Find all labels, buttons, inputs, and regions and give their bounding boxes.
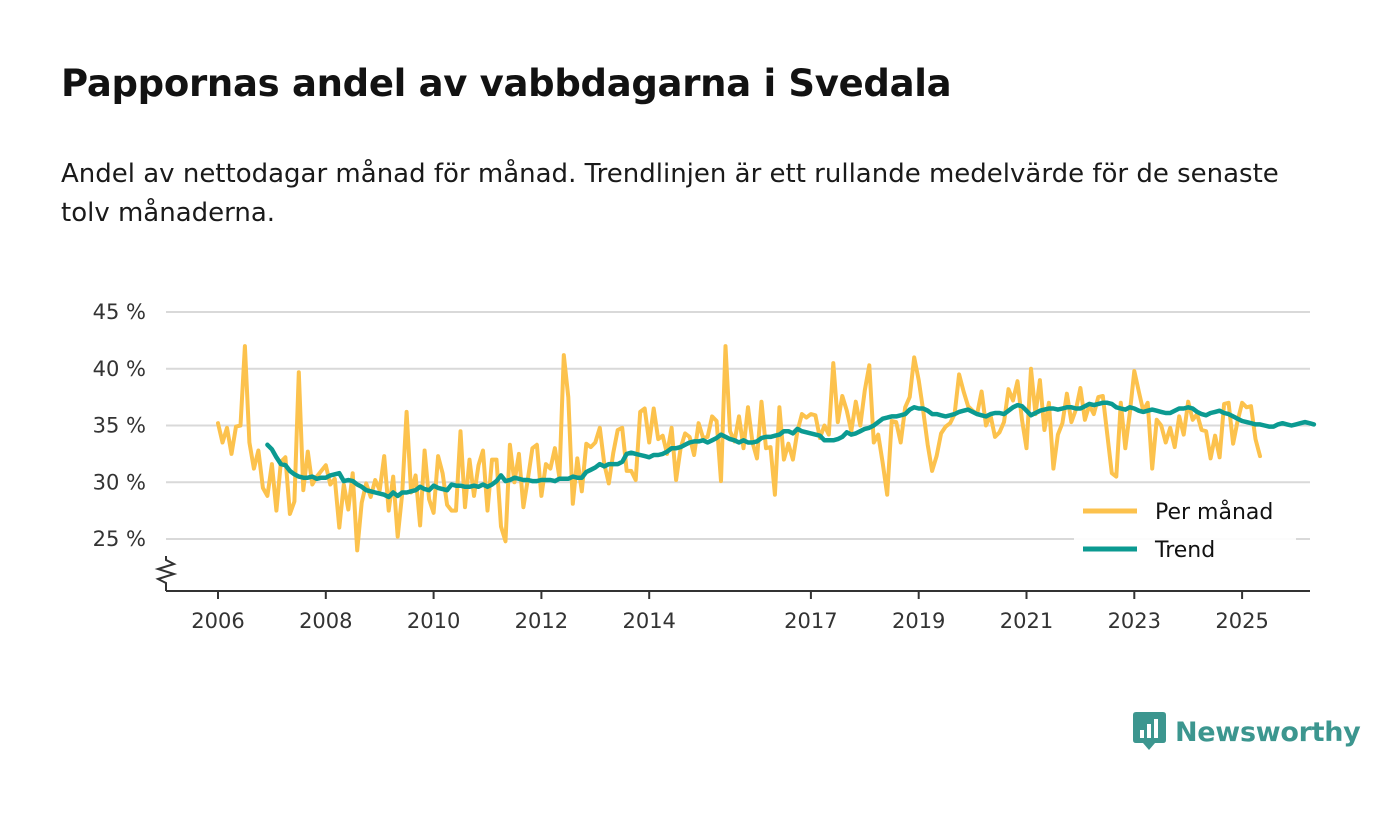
series-lines <box>216 344 1317 553</box>
series-line-trend <box>265 400 1317 500</box>
x-tick-label: 2012 <box>515 609 568 633</box>
chart-title: Pappornas andel av vabbdagarna i Svedala <box>61 62 952 105</box>
legend-background <box>1074 490 1296 572</box>
y-axis-ticks: 25 % 30 % 35 % 40 % 45 % <box>93 300 146 551</box>
y-tick-label: 30 % <box>93 470 146 494</box>
x-tick-label: 2014 <box>622 609 675 633</box>
newsworthy-logo-text: Newsworthy <box>1175 716 1361 748</box>
legend-label-per-manad: Per månad <box>1155 499 1273 525</box>
series-line-per-manad <box>216 344 1262 553</box>
x-tick-label: 2017 <box>784 609 837 633</box>
newsworthy-logo[interactable]: Newsworthy <box>1133 712 1361 752</box>
legend: Per månad Trend <box>1074 490 1296 572</box>
newsworthy-logo-icon <box>1133 712 1166 750</box>
legend-label-trend: Trend <box>1154 538 1215 563</box>
x-axis: 2006 2008 2010 2012 2014 2017 2019 2021 2023 2025 <box>154 556 1310 633</box>
y-tick-label: 40 % <box>93 357 146 381</box>
y-tick-label: 25 % <box>93 527 146 551</box>
x-tick-label: 2019 <box>892 609 945 633</box>
y-axis-break-symbol <box>154 556 178 591</box>
x-tick-label: 2025 <box>1215 609 1268 633</box>
x-tick-label: 2008 <box>299 609 352 633</box>
chart-subtitle: Andel av nettodagar månad för månad. Tre… <box>61 159 1279 228</box>
x-tick-label: 2023 <box>1108 609 1161 633</box>
y-tick-label: 35 % <box>93 414 146 438</box>
x-tick-label: 2021 <box>1000 609 1053 633</box>
x-tick-label: 2010 <box>407 609 460 633</box>
y-tick-label: 45 % <box>93 300 146 324</box>
x-tick-label: 2006 <box>191 609 244 633</box>
